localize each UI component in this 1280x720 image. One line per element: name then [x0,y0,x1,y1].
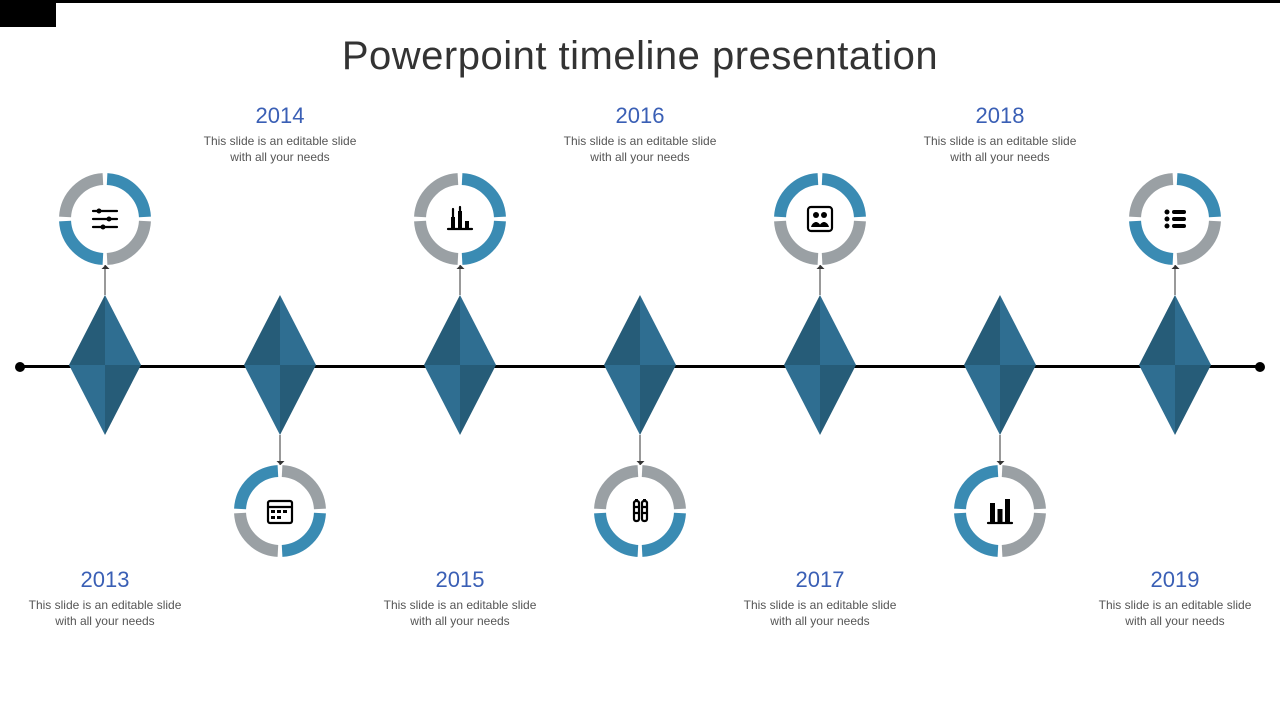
timeline-desc: This slide is an editable slide with all… [915,133,1085,165]
connector-line [1000,435,1001,465]
timeline-node [1129,173,1221,265]
timeline-item: 2016 This slide is an editable slide wit… [555,103,725,165]
timeline-diamond [964,295,1036,435]
people-icon [788,187,852,251]
timeline-year: 2015 [375,567,545,593]
timeline-item: 2015 This slide is an editable slide wit… [375,567,545,629]
timeline-year: 2016 [555,103,725,129]
columns-icon [968,479,1032,543]
connector-line [1175,265,1176,295]
timeline-diamond [604,295,676,435]
barchart-icon [428,187,492,251]
connector-line [640,435,641,465]
timeline-year: 2018 [915,103,1085,129]
timeline-node [59,173,151,265]
timeline-desc: This slide is an editable slide with all… [195,133,365,165]
timeline-year: 2017 [735,567,905,593]
connector-line [820,265,821,295]
timeline-diamond [1139,295,1211,435]
timeline-desc: This slide is an editable slide with all… [555,133,725,165]
timeline-diamond [784,295,856,435]
connector-line [280,435,281,465]
timeline-year: 2019 [1090,567,1260,593]
timeline: 2013 This slide is an editable slide wit… [0,130,1280,630]
top-border [0,0,1280,3]
timeline-node [234,465,326,557]
connector-line [105,265,106,295]
timeline-node [954,465,1046,557]
connector-line [460,265,461,295]
timeline-item: 2017 This slide is an editable slide wit… [735,567,905,629]
page-title: Powerpoint timeline presentation [0,34,1280,79]
timeline-item: 2019 This slide is an editable slide wit… [1090,567,1260,629]
corner-block [0,3,56,27]
timeline-item: 2014 This slide is an editable slide wit… [195,103,365,165]
timeline-node [414,173,506,265]
calendar-icon [248,479,312,543]
timeline-item: 2013 This slide is an editable slide wit… [20,567,190,629]
timeline-node [774,173,866,265]
timeline-desc: This slide is an editable slide with all… [20,597,190,629]
timeline-year: 2014 [195,103,365,129]
timeline-desc: This slide is an editable slide with all… [375,597,545,629]
timeline-diamond [69,295,141,435]
battery-icon [608,479,672,543]
timeline-diamond [424,295,496,435]
sliders-icon [73,187,137,251]
timeline-desc: This slide is an editable slide with all… [1090,597,1260,629]
timeline-diamond [244,295,316,435]
timeline-node [594,465,686,557]
timeline-desc: This slide is an editable slide with all… [735,597,905,629]
list-icon [1143,187,1207,251]
timeline-year: 2013 [20,567,190,593]
timeline-item: 2018 This slide is an editable slide wit… [915,103,1085,165]
